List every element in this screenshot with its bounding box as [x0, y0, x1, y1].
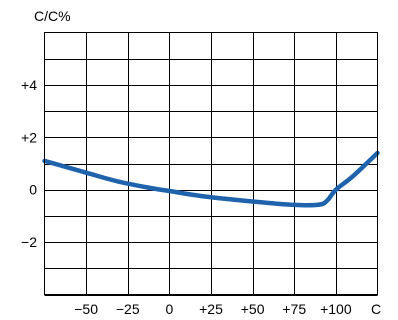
y-tick-label: +4: [21, 77, 37, 93]
series-line: [42, 150, 380, 208]
plot-frame: [44, 32, 378, 295]
x-tick-label: 0: [165, 301, 173, 317]
gridlines: [44, 32, 378, 296]
curve-layer: [42, 150, 380, 208]
x-axis-label: C: [371, 301, 381, 317]
x-tick-label: +75: [282, 301, 306, 317]
y-tick-label: 0: [29, 182, 37, 198]
x-tick-label: +25: [199, 301, 223, 317]
y-tick-label: −2: [21, 234, 37, 250]
x-tick-label: +50: [241, 301, 265, 317]
x-tick-label: +100: [320, 301, 352, 317]
x-tick-label: −50: [74, 301, 98, 317]
x-tick-label: −25: [116, 301, 140, 317]
y-tick-labels: +4 +2 0 −2: [21, 77, 37, 250]
y-axis-label: C/C%: [34, 8, 71, 24]
x-tick-labels: −50 −25 0 +25 +50 +75 +100: [74, 301, 352, 317]
y-tick-label: +2: [21, 129, 37, 145]
